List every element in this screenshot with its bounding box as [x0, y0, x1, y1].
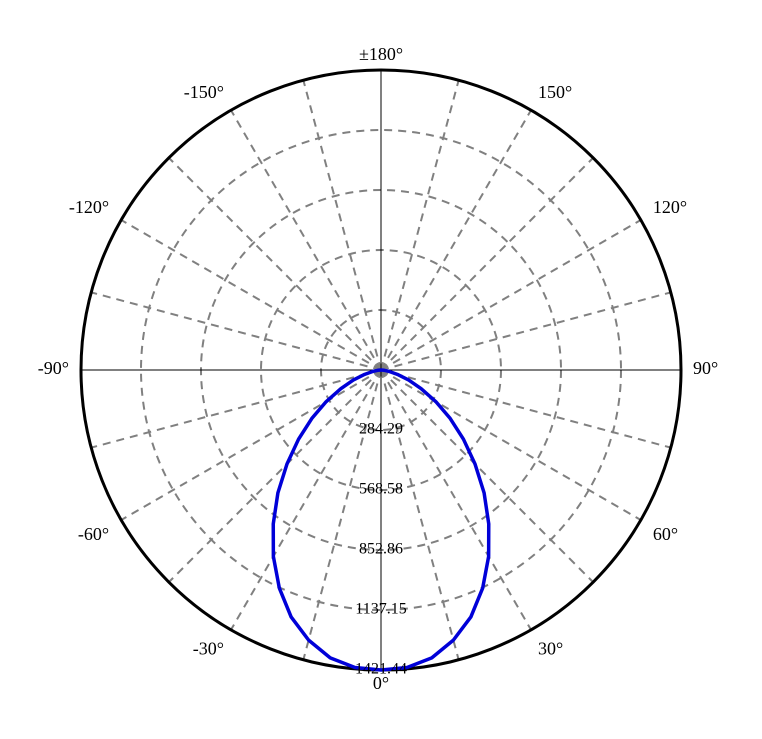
angle-label: -90° — [38, 358, 69, 378]
radial-tick-label: 1137.15 — [355, 601, 406, 618]
radial-tick-label: 852.86 — [359, 541, 403, 558]
angle-label: ±180° — [359, 44, 403, 64]
angle-label: -60° — [78, 524, 109, 544]
polar-chart: 0°30°60°90°120°150°±180°-30°-60°-90°-120… — [0, 0, 762, 739]
angle-label: 90° — [693, 358, 718, 378]
radial-tick-label: 568.58 — [359, 481, 403, 498]
radial-tick-label: 1421.44 — [355, 661, 407, 678]
radial-tick-label: 284.29 — [359, 421, 403, 438]
angle-label: 120° — [653, 197, 687, 217]
angle-label: 150° — [538, 82, 572, 102]
angle-label: -30° — [193, 639, 224, 659]
angle-label: 60° — [653, 524, 678, 544]
angle-label: -120° — [69, 197, 109, 217]
angle-label: -150° — [184, 82, 224, 102]
angle-label: 30° — [538, 639, 563, 659]
